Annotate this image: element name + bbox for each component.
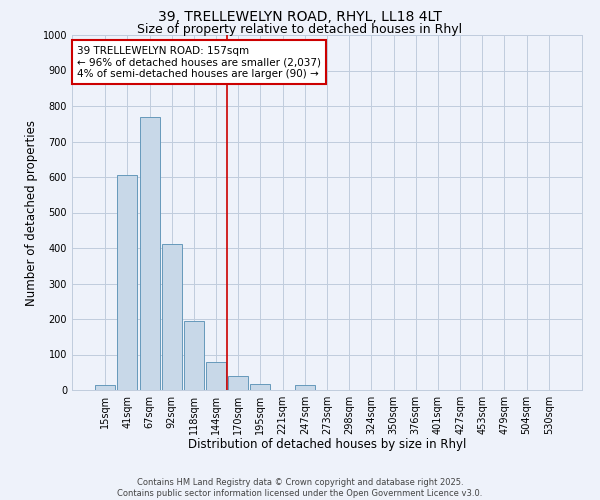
Text: 39 TRELLEWELYN ROAD: 157sqm
← 96% of detached houses are smaller (2,037)
4% of s: 39 TRELLEWELYN ROAD: 157sqm ← 96% of det… [77,46,321,79]
Y-axis label: Number of detached properties: Number of detached properties [25,120,38,306]
Bar [118,174,137,390]
Text: 39, TRELLEWELYN ROAD, RHYL, LL18 4LT: 39, TRELLEWELYN ROAD, RHYL, LL18 4LT [158,10,442,24]
Bar [95,384,115,390]
Bar [295,386,315,390]
Text: Size of property relative to detached houses in Rhyl: Size of property relative to detached ho… [137,22,463,36]
Text: Contains HM Land Registry data © Crown copyright and database right 2025.
Contai: Contains HM Land Registry data © Crown c… [118,478,482,498]
Bar [140,116,160,390]
Bar [250,384,271,390]
Bar [228,376,248,390]
Bar [206,362,226,390]
Bar [184,322,204,390]
Bar [162,244,182,390]
X-axis label: Distribution of detached houses by size in Rhyl: Distribution of detached houses by size … [188,438,466,452]
